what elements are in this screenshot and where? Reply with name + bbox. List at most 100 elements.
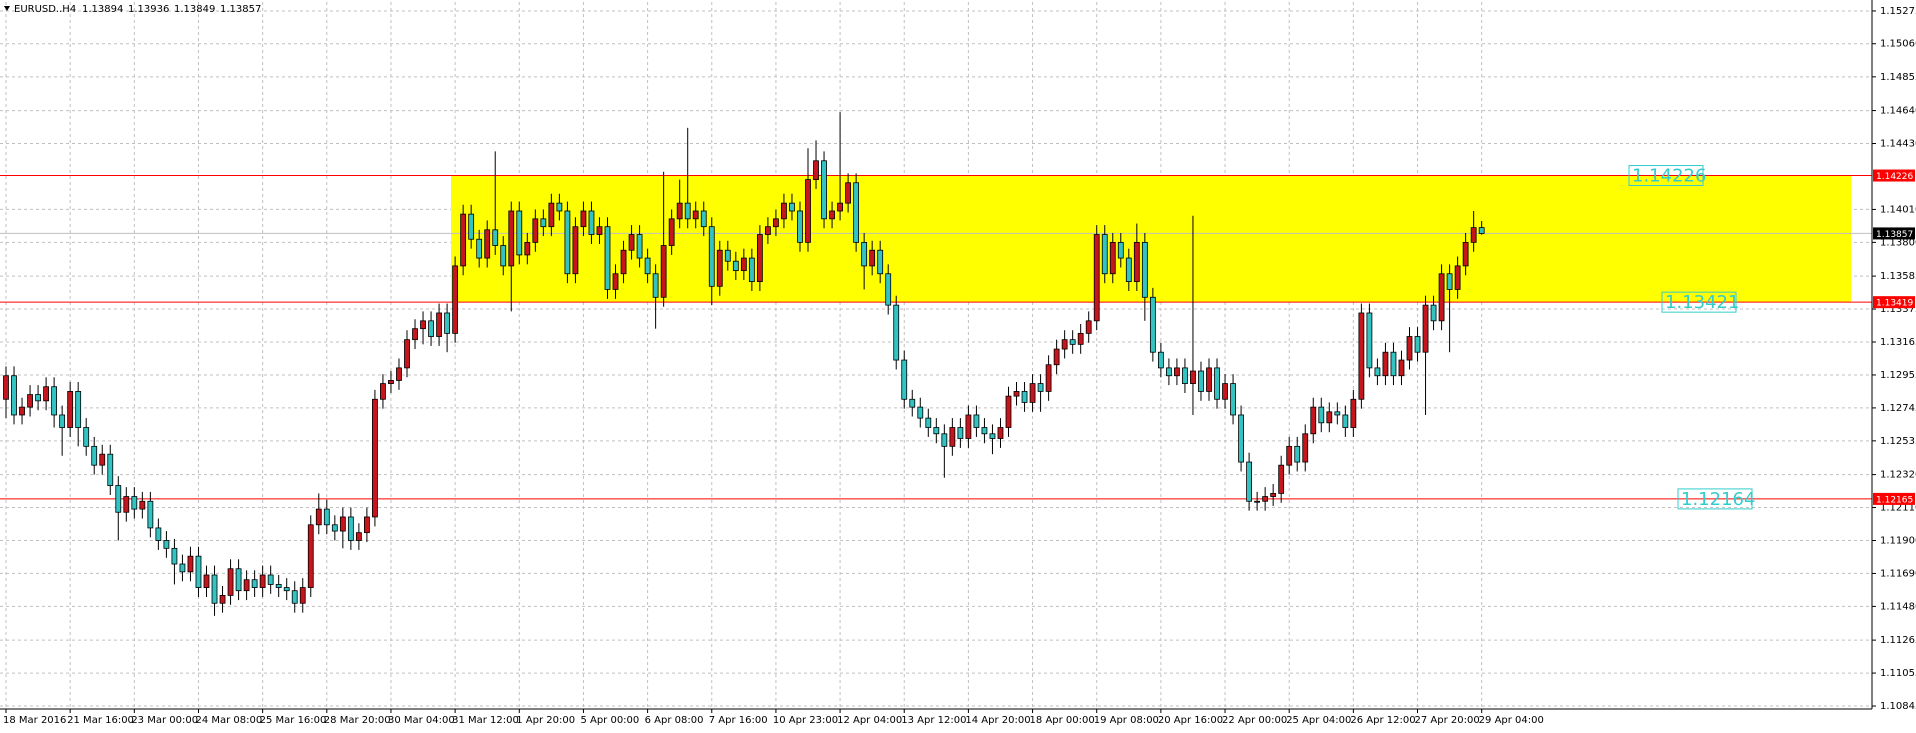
candle-body <box>428 320 434 337</box>
candle-body <box>917 406 924 419</box>
candle-body <box>1366 312 1373 369</box>
candle-body <box>1390 351 1397 377</box>
candle-body <box>756 234 763 282</box>
candle-body <box>957 427 964 439</box>
y-tick-label: 1.12320 <box>1880 470 1916 481</box>
candle-body <box>404 339 410 369</box>
candle-body <box>1294 445 1301 463</box>
candle-body <box>1021 391 1028 403</box>
candle-body <box>901 359 908 400</box>
candle-body <box>604 226 611 290</box>
candle-body <box>444 312 451 334</box>
candle-body <box>1414 336 1421 353</box>
candle-body <box>484 229 491 259</box>
candle-body <box>1174 367 1180 377</box>
candle-body <box>845 182 851 204</box>
candle-body <box>1125 257 1132 282</box>
x-tick-label: 28 Mar 20:00 <box>324 715 391 726</box>
candle-body <box>949 427 956 447</box>
candle-body <box>1334 411 1341 416</box>
candle-body <box>372 398 378 518</box>
candle-body <box>1254 500 1261 503</box>
candle-body <box>965 414 972 439</box>
candle-body <box>107 453 114 486</box>
y-tick-label: 1.12745 <box>1880 403 1916 414</box>
candle-body <box>131 496 138 510</box>
x-tick-label: 18 Mar 2016 <box>3 715 66 726</box>
candle-body <box>1029 383 1036 403</box>
candle-body <box>27 394 33 408</box>
candle-body <box>1069 339 1076 345</box>
y-tick-label: 1.14010 <box>1880 204 1916 215</box>
candle-body <box>1037 383 1044 392</box>
x-tick-label: 1 Apr 20:00 <box>516 715 575 726</box>
candle-body <box>1157 351 1164 369</box>
candle-body <box>1166 367 1172 377</box>
candle-body <box>1302 433 1309 463</box>
y-tick-label: 1.11900 <box>1880 535 1916 546</box>
candle-body <box>283 587 290 592</box>
candle-body <box>1262 496 1269 502</box>
candle-body <box>1310 406 1317 435</box>
zone-layer <box>451 175 1851 303</box>
candle-body <box>1358 312 1365 400</box>
candle-body <box>1109 241 1116 275</box>
candle-body <box>91 445 98 466</box>
candle-body <box>877 249 884 275</box>
candle-body <box>973 414 980 428</box>
y-tick-label: 1.11480 <box>1880 601 1916 612</box>
candle-body <box>83 427 90 447</box>
candle-body <box>1382 351 1389 377</box>
x-tick-label: 22 Apr 00:00 <box>1222 715 1287 726</box>
candle-body <box>941 433 948 447</box>
candle-body <box>989 433 996 439</box>
price-tag <box>1873 227 1915 240</box>
candle-body <box>259 574 266 588</box>
y-tick-label: 1.12535 <box>1880 436 1916 447</box>
candle-body <box>388 380 394 384</box>
candle-body <box>740 257 747 272</box>
candle-body <box>59 414 66 428</box>
x-tick-label: 30 Mar 04:00 <box>388 715 455 726</box>
candle-body <box>51 386 58 416</box>
candle-body <box>869 249 876 267</box>
candle-body <box>67 391 74 428</box>
level-tag <box>1873 492 1915 505</box>
candle-body <box>636 234 643 259</box>
candle-body <box>829 210 835 220</box>
candle-body <box>211 574 218 604</box>
candle-body <box>468 213 475 240</box>
level-tag-label: 1.13419 <box>1876 299 1913 309</box>
y-tick-label: 1.13375 <box>1880 304 1916 315</box>
candle-body <box>1182 367 1188 384</box>
candle-body <box>1350 398 1357 428</box>
level-label: 1.13421 <box>1665 292 1739 313</box>
level-tag <box>1873 169 1915 182</box>
y-tick-label: 1.14640 <box>1880 106 1916 117</box>
candle-body <box>724 249 731 262</box>
candle-body <box>596 226 603 235</box>
candle-body <box>307 524 314 588</box>
candle-body <box>805 179 811 243</box>
candle-body <box>492 229 499 246</box>
header-low: 1.13849 <box>174 4 215 15</box>
candle-body <box>981 427 988 435</box>
candle-body <box>861 241 868 267</box>
candle-body <box>1206 367 1212 392</box>
level-label-box <box>1661 291 1737 313</box>
candle-body <box>797 210 803 243</box>
candle-body <box>99 453 106 466</box>
menu-arrow[interactable] <box>4 6 10 11</box>
candle-body <box>732 260 739 272</box>
y-tick-label: 1.13800 <box>1880 237 1916 248</box>
candle-body <box>837 202 843 212</box>
candle-body <box>436 312 442 337</box>
candle-body <box>1101 234 1108 275</box>
candle-body <box>1422 304 1429 353</box>
level-tag <box>1873 296 1915 309</box>
candle-body <box>19 406 25 416</box>
candle-body <box>227 568 234 596</box>
candle-body <box>1077 332 1084 345</box>
candle-body <box>355 532 362 541</box>
